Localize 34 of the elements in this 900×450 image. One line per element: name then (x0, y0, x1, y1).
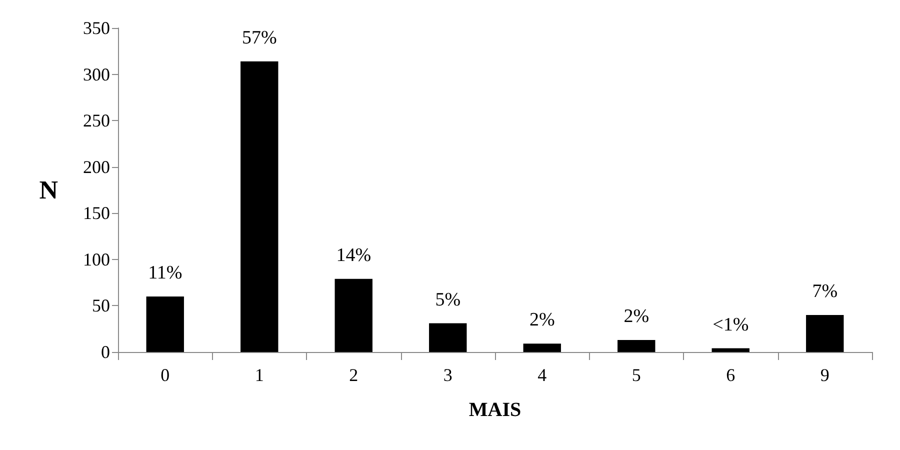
x-tick-label: 9 (820, 365, 830, 385)
bar (334, 278, 372, 352)
x-tick-label: 4 (538, 365, 547, 385)
annotation: 57% (242, 27, 277, 48)
annotation: <1% (712, 314, 749, 336)
bar (523, 344, 561, 352)
bar (806, 314, 844, 352)
x-axis-title: MAIS (468, 399, 522, 421)
x-tick-label: 5 (632, 365, 641, 385)
x-tick-label: 6 (726, 365, 736, 385)
annotation: 2% (529, 310, 555, 331)
y-tick-label: 0 (101, 342, 110, 362)
y-tick-label: 100 (83, 249, 110, 270)
bar (618, 340, 656, 352)
y-tick-label: 200 (83, 156, 110, 177)
bar (429, 323, 467, 352)
x-tick-label: 3 (443, 365, 452, 385)
y-tick-label: 350 (83, 18, 110, 38)
bar (146, 296, 184, 352)
x-tick-label: 0 (160, 365, 170, 385)
y-tick-label: 150 (83, 203, 110, 224)
annotation: 2% (624, 306, 650, 327)
annotation: 5% (435, 289, 461, 310)
x-tick-label: 2 (349, 365, 358, 385)
bar (240, 61, 278, 352)
y-tick-label: 50 (92, 296, 110, 316)
annotation: 7% (812, 280, 838, 302)
y-tick-label: 300 (83, 64, 110, 84)
bar (712, 348, 750, 352)
y-axis-title: N (39, 176, 58, 204)
y-tick-label: 250 (83, 110, 110, 131)
x-tick-label: 1 (254, 365, 264, 385)
annotation: 14% (336, 244, 372, 266)
annotation: 11% (148, 262, 182, 284)
